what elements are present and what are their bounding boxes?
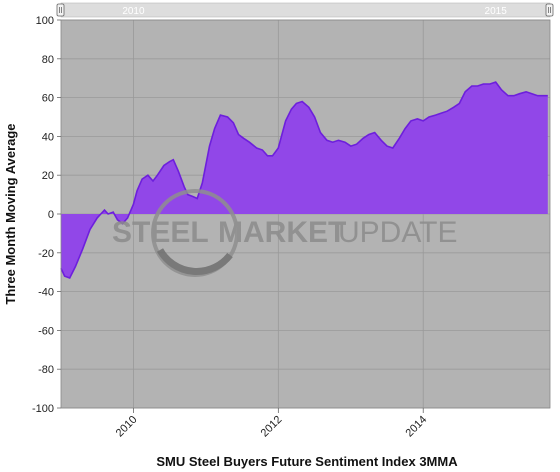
x-tick-label: 2012 bbox=[259, 414, 285, 440]
y-tick-label: -20 bbox=[38, 248, 54, 260]
watermark-steel: STEEL bbox=[112, 216, 209, 249]
y-tick-label: 0 bbox=[48, 209, 54, 221]
y-axis-title: Three Month Moving Average bbox=[3, 123, 18, 304]
watermark-update: UPDATE bbox=[338, 216, 457, 249]
navigator-label: 2015 bbox=[485, 6, 508, 17]
y-tick-label: -40 bbox=[38, 287, 54, 299]
x-axis-ticks: 2010 2012 2014 bbox=[114, 408, 430, 440]
watermark-circle-icon bbox=[151, 189, 239, 277]
x-tick-label: 2014 bbox=[404, 414, 430, 440]
y-tick-label: 60 bbox=[42, 93, 54, 105]
y-tick-label: -100 bbox=[32, 403, 54, 415]
navigator-right-handle[interactable] bbox=[545, 3, 554, 17]
navigator-label: 2010 bbox=[122, 6, 145, 17]
range-navigator[interactable]: 2010 2015 bbox=[56, 2, 554, 18]
y-axis-ticks: 100 80 60 40 20 0 -20 -40 -60 -80 -100 bbox=[32, 15, 61, 415]
navigator-left-handle[interactable] bbox=[56, 3, 65, 17]
y-tick-label: 80 bbox=[42, 54, 54, 66]
y-tick-label: 100 bbox=[36, 15, 54, 27]
y-tick-label: 20 bbox=[42, 170, 54, 182]
sentiment-line bbox=[60, 81, 548, 280]
watermark-market: MARKET bbox=[218, 216, 346, 249]
y-tick-label: 40 bbox=[42, 131, 54, 143]
sentiment-area bbox=[61, 82, 548, 278]
x-axis-title: SMU Steel Buyers Future Sentiment Index … bbox=[156, 454, 458, 469]
x-tick-label: 2010 bbox=[114, 414, 140, 440]
navigator-labels: 2010 2015 bbox=[122, 6, 507, 17]
watermark-logo: STEEL MARKET UPDATE bbox=[112, 189, 457, 277]
y-tick-label: -60 bbox=[38, 325, 54, 337]
y-tick-label: -80 bbox=[38, 364, 54, 376]
